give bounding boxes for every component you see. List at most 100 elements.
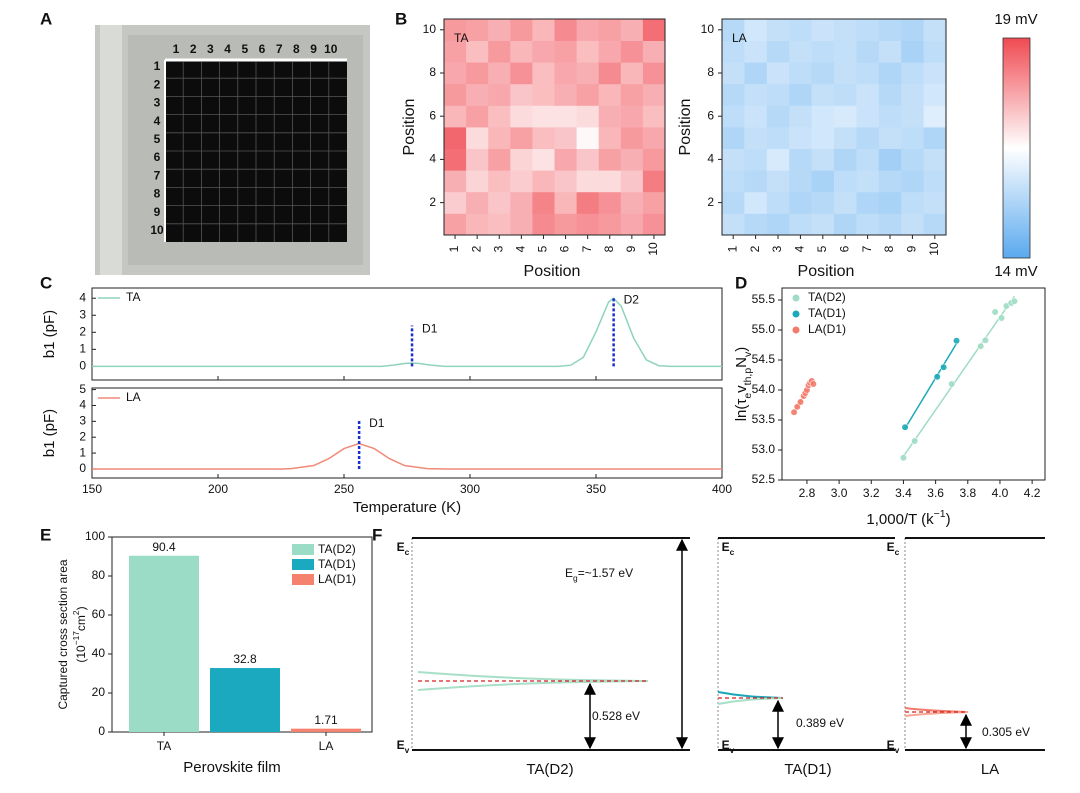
heat-cell xyxy=(923,83,947,106)
x-tick-label: 10 xyxy=(646,242,660,256)
ec-label: Ec xyxy=(887,540,900,557)
x-axis-label: Temperature (K) xyxy=(353,499,461,516)
heat-cell xyxy=(878,148,902,171)
heat-cell xyxy=(722,83,745,106)
scatter-point xyxy=(952,337,961,345)
heat-cell xyxy=(722,105,745,128)
heat-cell xyxy=(901,191,924,214)
heat-cell xyxy=(834,105,857,128)
heat-cell xyxy=(488,191,511,214)
heat-cell xyxy=(878,19,902,41)
label-part: E xyxy=(397,540,405,554)
heat-cell xyxy=(620,191,644,214)
y-tick-label: 8 xyxy=(429,65,436,79)
heat-cell xyxy=(923,40,947,63)
photo-row: 6 xyxy=(154,150,161,164)
heat-cell xyxy=(642,127,666,149)
heat-cell xyxy=(789,83,812,106)
heat-cell xyxy=(811,127,835,149)
heat-cell xyxy=(811,148,835,171)
heat-cell xyxy=(834,62,857,85)
scatter-point xyxy=(997,314,1006,322)
y-tick-label: 2 xyxy=(707,195,714,209)
x-tick-label: 3.6 xyxy=(927,486,944,500)
x-tick-label: 6 xyxy=(837,245,851,252)
legend-swatch xyxy=(292,574,314,585)
heatmap-title: LA xyxy=(732,31,747,45)
x-tick-label: 350 xyxy=(586,482,606,496)
x-axis-label: Position xyxy=(524,263,581,280)
trap-energy: 0.389 eV xyxy=(796,716,844,730)
panel-title: LA xyxy=(981,761,999,778)
heat-cell xyxy=(576,213,600,236)
label-part: th,p xyxy=(742,368,754,386)
heat-cell xyxy=(576,170,600,193)
label-part: v xyxy=(405,745,410,755)
heat-cell xyxy=(510,105,533,128)
y-tick-label: 55.5 xyxy=(752,292,776,306)
heat-cell xyxy=(488,148,511,171)
y-tick-label: 53.0 xyxy=(752,442,776,456)
x-tick-label: 2 xyxy=(469,245,483,252)
heat-cell xyxy=(532,40,555,63)
heat-cell xyxy=(642,213,666,236)
heat-cell xyxy=(878,83,902,106)
heat-cell xyxy=(744,148,768,171)
scatter-point xyxy=(1010,297,1019,305)
heat-cell xyxy=(642,19,666,41)
line-series xyxy=(92,442,722,470)
x-tick-label: 3.0 xyxy=(831,486,848,500)
heat-cell xyxy=(766,148,790,171)
y-tick-label: 2 xyxy=(79,324,86,338)
y-tick-label: 4 xyxy=(429,152,436,166)
legend-swatch xyxy=(292,544,314,555)
trap-distribution xyxy=(417,671,649,682)
plot-frame xyxy=(443,18,666,236)
legend-label: TA(D2) xyxy=(808,290,846,304)
heat-cell xyxy=(878,62,902,85)
x-tick-label: 3 xyxy=(491,245,505,252)
photo-column: 2 xyxy=(190,42,197,56)
x-tick-label: 300 xyxy=(460,482,480,496)
heat-cell xyxy=(878,191,902,214)
heat-cell xyxy=(811,170,835,193)
heat-cell xyxy=(901,213,924,236)
y-tick-label: 53.5 xyxy=(752,412,776,426)
heat-cell xyxy=(789,40,812,63)
heat-cell xyxy=(532,62,555,85)
heat-cell xyxy=(856,83,880,106)
heat-cell xyxy=(834,148,857,171)
heat-cell xyxy=(856,127,880,149)
photo-row: 8 xyxy=(154,187,161,201)
heat-cell xyxy=(789,127,812,149)
scatter-point xyxy=(948,380,956,388)
y-axis-label: Position xyxy=(677,99,694,156)
heat-cell xyxy=(554,148,577,171)
ev-label: Ev xyxy=(887,738,900,755)
colorbar xyxy=(1002,37,1031,259)
y-tick-label: 8 xyxy=(707,65,714,79)
heat-cell xyxy=(901,62,924,85)
heat-cell xyxy=(766,62,790,85)
heat-cell xyxy=(488,19,511,41)
legend-swatch xyxy=(792,326,800,334)
panel-label: E xyxy=(40,525,51,544)
heat-cell xyxy=(923,19,947,41)
y-tick-label: 10 xyxy=(701,22,715,36)
label-part: ln(τ xyxy=(733,399,750,422)
heat-cell xyxy=(856,213,880,236)
y-axis-label: Position xyxy=(401,99,418,156)
heat-cell xyxy=(744,170,768,193)
heat-cell xyxy=(466,148,489,171)
heat-cell xyxy=(466,191,489,214)
x-tick-label: LA xyxy=(319,739,334,753)
heat-cell xyxy=(766,19,790,41)
heat-cell xyxy=(878,127,902,149)
heat-cell xyxy=(554,105,577,128)
heat-cell xyxy=(744,191,768,214)
y-tick-label: 4 xyxy=(707,152,714,166)
label-part: E xyxy=(887,738,895,752)
y-tick-label: 54.5 xyxy=(752,352,776,366)
panel-label: C xyxy=(40,273,52,292)
ev-label: Ev xyxy=(397,738,410,755)
